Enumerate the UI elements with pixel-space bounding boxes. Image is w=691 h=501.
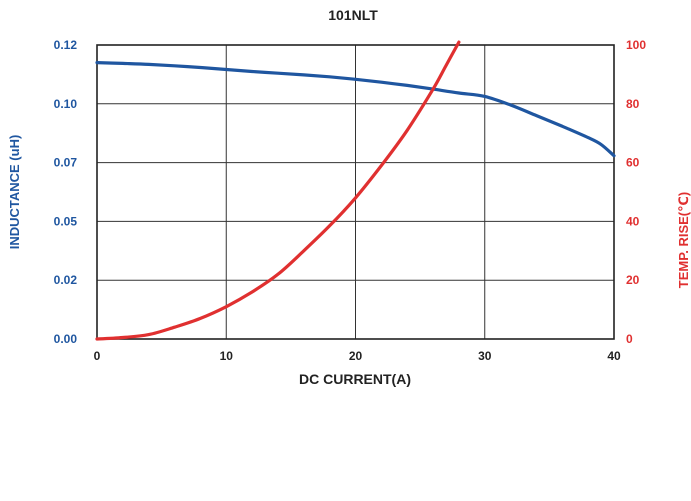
y-right-tick-label: 40 [626, 214, 640, 228]
y-right-tick-label: 100 [626, 38, 646, 52]
y-right-tick-label: 60 [626, 156, 640, 170]
grid [97, 45, 614, 339]
y-left-tick-label: 0.12 [54, 38, 78, 52]
y-left-tick-label: 0.05 [54, 214, 78, 228]
x-tick-labels: 0 10 20 30 40 [94, 349, 621, 363]
y-right-tick-labels: 0 20 40 60 80 100 [626, 38, 646, 346]
inductance-line [95, 61, 616, 158]
temp-rise-line [95, 40, 461, 341]
x-tick-label: 10 [220, 349, 234, 363]
chart-title: 101NLT [328, 7, 378, 23]
x-tick-label: 30 [478, 349, 492, 363]
y-right-tick-label: 80 [626, 97, 640, 111]
y-left-tick-labels: 0.00 0.02 0.05 0.07 0.10 0.12 [54, 38, 78, 346]
x-tick-label: 0 [94, 349, 101, 363]
plot-frame [96, 44, 615, 340]
y-left-axis-label: INDUCTANCE (uH) [7, 135, 22, 250]
y-left-tick-label: 0.07 [54, 156, 78, 170]
y-left-tick-label: 0.10 [54, 97, 78, 111]
x-tick-label: 40 [607, 349, 621, 363]
y-right-axis-label: TEMP. RISE(℃) [676, 192, 691, 288]
y-right-tick-label: 20 [626, 273, 640, 287]
y-left-tick-label: 0.00 [54, 332, 78, 346]
y-right-tick-label: 0 [626, 332, 633, 346]
x-tick-label: 20 [349, 349, 363, 363]
series-layer [95, 40, 616, 341]
y-left-tick-label: 0.02 [54, 273, 78, 287]
x-axis-label: DC CURRENT(A) [299, 371, 411, 387]
